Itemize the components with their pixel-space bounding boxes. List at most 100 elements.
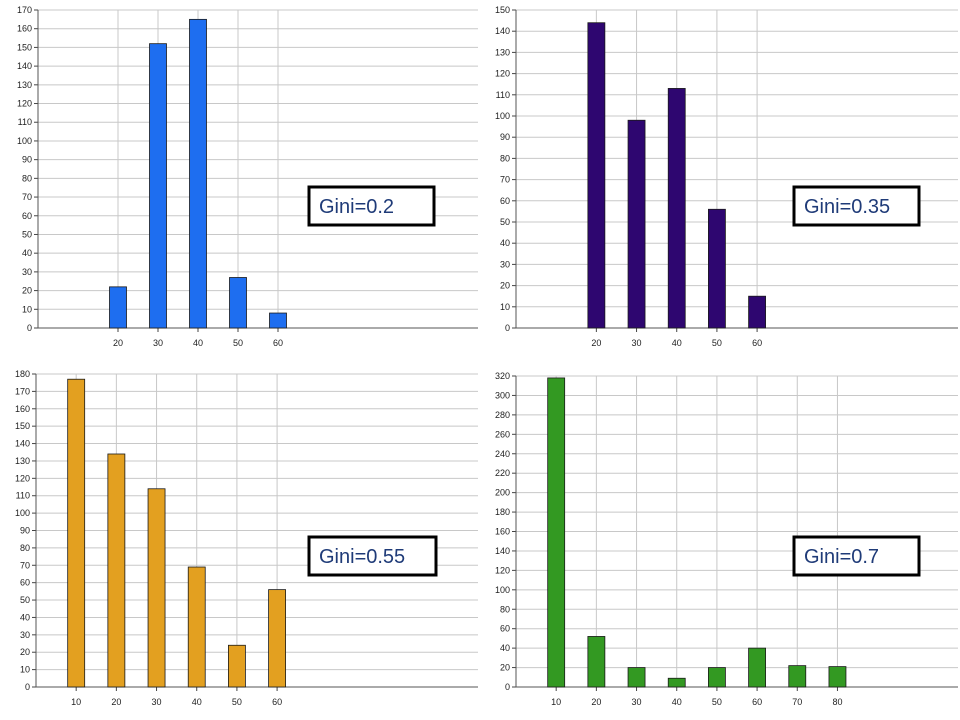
y-tick-label: 0 xyxy=(27,323,32,333)
y-tick-label: 70 xyxy=(22,192,32,202)
x-tick-label: 30 xyxy=(152,697,162,707)
y-tick-label: 300 xyxy=(495,390,510,400)
y-tick-label: 150 xyxy=(15,421,30,431)
x-tick-label: 40 xyxy=(192,697,202,707)
y-tick-label: 0 xyxy=(505,323,510,333)
y-tick-label: 70 xyxy=(20,560,30,570)
y-tick-label: 160 xyxy=(17,24,32,34)
y-tick-label: 100 xyxy=(495,111,510,121)
y-tick-label: 130 xyxy=(17,80,32,90)
bar xyxy=(269,312,287,329)
y-tick-label: 60 xyxy=(500,624,510,634)
y-tick-label: 70 xyxy=(500,175,510,185)
x-tick-label: 70 xyxy=(792,697,802,707)
y-tick-label: 10 xyxy=(500,302,510,312)
x-tick-label: 30 xyxy=(632,697,642,707)
y-tick-label: 130 xyxy=(495,47,510,57)
bar xyxy=(748,647,766,688)
y-tick-label: 80 xyxy=(500,604,510,614)
gini-annotation-box xyxy=(792,535,921,577)
y-tick-label: 20 xyxy=(500,663,510,673)
y-tick-label: 30 xyxy=(22,267,32,277)
y-tick-label: 50 xyxy=(500,217,510,227)
bar xyxy=(187,566,206,688)
y-tick-label: 100 xyxy=(17,136,32,146)
y-tick-label: 80 xyxy=(500,153,510,163)
x-tick-label: 40 xyxy=(672,338,682,348)
x-tick-label: 20 xyxy=(591,697,601,707)
y-tick-label: 50 xyxy=(22,229,32,239)
bar xyxy=(788,665,807,688)
x-tick-label: 40 xyxy=(193,338,203,348)
bar xyxy=(107,453,126,688)
y-tick-label: 120 xyxy=(495,69,510,79)
bar xyxy=(587,22,606,329)
y-tick-label: 80 xyxy=(20,543,30,553)
y-tick-label: 40 xyxy=(500,643,510,653)
x-tick-label: 20 xyxy=(113,338,123,348)
bar xyxy=(828,666,847,688)
y-tick-label: 180 xyxy=(15,369,30,379)
y-tick-label: 140 xyxy=(495,546,510,556)
y-tick-label: 0 xyxy=(25,682,30,692)
gini-annotation: Gini=0.2 xyxy=(319,196,394,218)
gini-annotation: Gini=0.7 xyxy=(804,546,879,568)
bar xyxy=(268,589,286,688)
y-tick-label: 260 xyxy=(495,429,510,439)
y-tick-label: 110 xyxy=(496,90,510,100)
x-tick-label: 50 xyxy=(712,338,722,348)
y-tick-label: 120 xyxy=(17,99,32,109)
y-tick-label: 140 xyxy=(495,26,510,36)
chart-panel-2: 0 10 20 30 40 50 60 70 80 90 100 110 120 130 140 150 20 3… xyxy=(495,5,958,348)
bar xyxy=(587,636,606,688)
x-tick-label: 30 xyxy=(632,338,642,348)
y-tick-label: 160 xyxy=(15,404,30,414)
y-tick-label: 100 xyxy=(15,508,30,518)
x-tick-label: 60 xyxy=(272,697,282,707)
x-tick-label: 10 xyxy=(71,697,81,707)
x-tick-label: 80 xyxy=(832,697,842,707)
bar xyxy=(667,88,686,329)
y-tick-label: 30 xyxy=(500,259,510,269)
x-tick-label: 10 xyxy=(551,697,561,707)
bar xyxy=(627,119,646,329)
x-tick-label: 40 xyxy=(672,697,682,707)
chart-panel-1: 0 10 20 30 40 50 60 70 80 90 100 110 120 130 140 150 160… xyxy=(17,5,478,348)
y-tick-label: 20 xyxy=(22,286,32,296)
bar xyxy=(708,667,726,688)
y-tick-label: 120 xyxy=(15,473,30,483)
y-tick-label: 100 xyxy=(495,585,510,595)
y-tick-label: 90 xyxy=(20,526,30,536)
y-tick-label: 240 xyxy=(495,449,510,459)
gini-annotation-box xyxy=(307,185,436,227)
gini-annotation: Gini=0.55 xyxy=(319,546,405,568)
x-tick-label: 20 xyxy=(591,338,601,348)
y-tick-label: 90 xyxy=(500,132,510,142)
y-tick-label: 150 xyxy=(17,42,32,52)
gini-annotation-box xyxy=(307,535,438,577)
x-tick-label: 60 xyxy=(273,338,283,348)
y-tick-label: 60 xyxy=(22,211,32,221)
y-tick-label: 180 xyxy=(495,507,510,517)
y-tick-label: 20 xyxy=(20,647,30,657)
y-tick-label: 20 xyxy=(500,281,510,291)
bar xyxy=(229,277,247,329)
x-tick-label: 30 xyxy=(153,338,163,348)
y-tick-label: 40 xyxy=(500,238,510,248)
bar xyxy=(189,18,207,329)
y-tick-label: 160 xyxy=(495,527,510,537)
y-tick-label: 10 xyxy=(22,304,32,314)
bar xyxy=(149,43,167,329)
y-tick-label: 170 xyxy=(17,5,32,15)
y-tick-label: 150 xyxy=(495,5,510,15)
bar xyxy=(748,295,766,329)
x-tick-label: 60 xyxy=(752,697,762,707)
bar xyxy=(67,378,86,688)
y-tick-label: 320 xyxy=(495,371,510,381)
x-tick-label: 20 xyxy=(111,697,121,707)
x-tick-label: 60 xyxy=(752,338,762,348)
y-tick-label: 30 xyxy=(20,630,30,640)
y-tick-label: 140 xyxy=(15,439,30,449)
chart-panel-3: 0 10 20 30 40 50 60 70 80 90 100 110 120 130 140 150 160… xyxy=(15,369,478,707)
